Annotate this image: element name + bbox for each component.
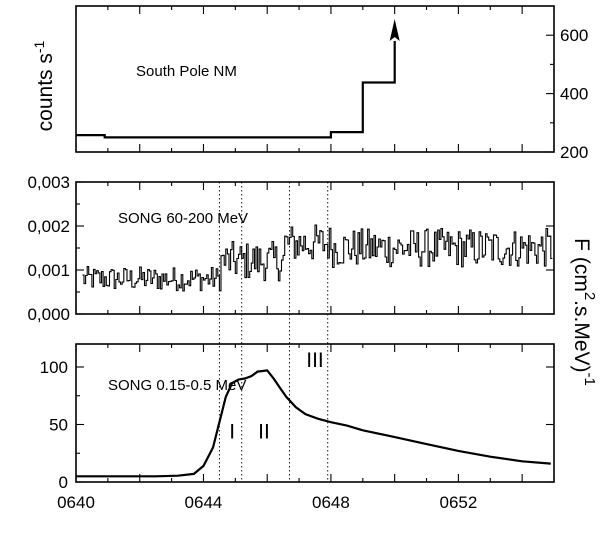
x-tick-label: 0652	[439, 493, 477, 512]
y-tick-label: 400	[560, 85, 588, 104]
phase-label: II	[258, 420, 270, 443]
panel-3-series-line	[76, 369, 551, 478]
x-tick-label: 0648	[312, 493, 350, 512]
flux-ylabel-smev: .s.MeV)	[570, 300, 593, 372]
y-tick-label: 600	[560, 26, 588, 45]
panel-1-ylabel: counts s-1	[31, 40, 57, 131]
y-tick-label: 0,002	[27, 217, 70, 236]
panel-2-title: SONG 60-200 MeV	[118, 210, 248, 227]
y-tick-label: 50	[49, 416, 68, 435]
flux-ylabel: F (cm2.s.MeV)-1	[570, 238, 598, 386]
x-tick-label: 0640	[57, 493, 95, 512]
phase-label: III	[306, 349, 324, 372]
panel-1-frame	[75, 5, 555, 153]
up-arrow-icon	[389, 19, 400, 42]
y-tick-label: 0	[59, 473, 68, 492]
panel-south-pole-nm: South Pole NM counts s-1 200 400 600	[31, 5, 588, 162]
y-tick-label: 0,001	[27, 261, 70, 280]
phase-boundaries	[218, 182, 329, 482]
panel-1-ticks: 200 400 600	[75, 6, 588, 162]
panel-song-0.15-0.5: SONG 0.15-0.5 MeV 0 50 100 0640 0644 0648 0652…	[40, 343, 555, 512]
flux-ylabel-f: F	[570, 238, 593, 251]
panel-2-ticks: 0,000 0,001 0,002 0,003	[27, 173, 555, 324]
y-tick-label: 100	[40, 358, 68, 377]
panel-1-series-line	[76, 41, 396, 139]
x-tick-label: 0644	[185, 493, 223, 512]
phase-label: I	[229, 420, 235, 443]
y-tick-label: 0,003	[27, 173, 70, 192]
svg-text:counts s-1: counts s-1	[31, 40, 57, 131]
panel-3-title: SONG 0.15-0.5 MeV	[108, 377, 246, 394]
panel-1-ylabel-exp: -1	[31, 40, 47, 53]
panel-1-title: South Pole NM	[136, 63, 237, 80]
panel-song-60-200: SONG 60-200 MeV 0,000 0,001 0,002 0,003	[27, 173, 555, 324]
panel-2-series-line	[82, 224, 553, 292]
panel-3-ticks: 0 50 100 0640 0644 0648 0652	[40, 344, 555, 512]
y-tick-label: 0,000	[27, 305, 70, 324]
y-tick-label: 200	[560, 143, 588, 162]
flux-ylabel-expm1: -1	[581, 373, 598, 386]
panel-1-ylabel-text: counts s	[34, 53, 57, 131]
panel-3-frame	[75, 343, 555, 483]
flux-ylabel-exp2: 2	[581, 292, 598, 300]
svg-text:F (cm2.s.MeV)-1: F (cm2.s.MeV)-1	[570, 238, 598, 386]
flux-ylabel-paren: (cm	[570, 257, 593, 292]
